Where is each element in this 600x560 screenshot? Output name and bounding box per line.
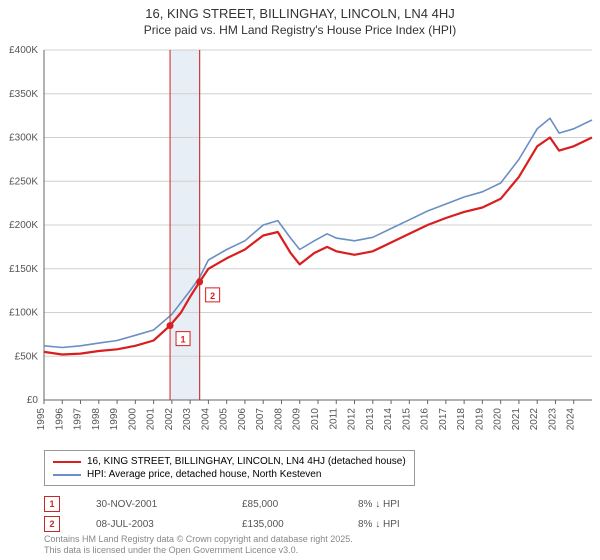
svg-text:2002: 2002 — [164, 408, 175, 431]
svg-text:£0: £0 — [27, 395, 39, 406]
svg-text:2020: 2020 — [493, 408, 504, 431]
svg-text:2007: 2007 — [255, 408, 266, 431]
marker-row-2: 2 08-JUL-2003 £135,000 8% ↓ HPI — [44, 514, 448, 534]
legend-swatch-1 — [53, 461, 81, 463]
svg-text:£50K: £50K — [15, 351, 39, 362]
svg-text:2015: 2015 — [401, 408, 412, 431]
svg-text:1: 1 — [181, 335, 186, 345]
svg-text:£150K: £150K — [9, 264, 38, 275]
svg-text:1997: 1997 — [73, 408, 84, 431]
svg-text:1999: 1999 — [109, 408, 120, 431]
svg-text:2006: 2006 — [237, 408, 248, 431]
svg-text:2016: 2016 — [420, 408, 431, 431]
title-main: 16, KING STREET, BILLINGHAY, LINCOLN, LN… — [0, 6, 600, 21]
chart-svg: £0 £50K £100K £150K £200K £250K £300K £350K £400… — [0, 42, 600, 442]
svg-text:£350K: £350K — [9, 89, 38, 100]
svg-text:2003: 2003 — [182, 408, 193, 431]
svg-text:£100K: £100K — [9, 308, 38, 319]
footnote-line2: This data is licensed under the Open Gov… — [44, 545, 353, 556]
svg-text:2022: 2022 — [529, 408, 540, 431]
svg-text:2008: 2008 — [273, 408, 284, 431]
marker-date-2: 08-JUL-2003 — [96, 519, 206, 530]
legend-swatch-2 — [53, 474, 81, 476]
marker-diff-1: 8% ↓ HPI — [358, 499, 448, 510]
svg-text:2005: 2005 — [219, 408, 230, 431]
chart-container: 16, KING STREET, BILLINGHAY, LINCOLN, LN… — [0, 0, 600, 560]
legend-row-series2: HPI: Average price, detached house, Nort… — [53, 468, 406, 481]
svg-text:2013: 2013 — [365, 408, 376, 431]
marker-date-1: 30-NOV-2001 — [96, 499, 206, 510]
marker-box-2: 2 — [44, 516, 60, 532]
svg-text:£400K: £400K — [9, 45, 38, 56]
svg-text:2000: 2000 — [127, 408, 138, 431]
marker-row-1: 1 30-NOV-2001 £85,000 8% ↓ HPI — [44, 494, 448, 514]
svg-text:£300K: £300K — [9, 133, 38, 144]
svg-text:£250K: £250K — [9, 176, 38, 187]
svg-text:2001: 2001 — [146, 408, 157, 431]
svg-text:2017: 2017 — [438, 408, 449, 431]
svg-text:2021: 2021 — [511, 408, 522, 431]
legend-row-series1: 16, KING STREET, BILLINGHAY, LINCOLN, LN… — [53, 455, 406, 468]
svg-text:2004: 2004 — [200, 408, 211, 431]
svg-text:2009: 2009 — [292, 408, 303, 431]
legend-label-2: HPI: Average price, detached house, Nort… — [87, 469, 321, 480]
svg-text:2019: 2019 — [474, 408, 485, 431]
marker-price-2: £135,000 — [242, 519, 322, 530]
titles: 16, KING STREET, BILLINGHAY, LINCOLN, LN… — [0, 0, 600, 37]
svg-text:2014: 2014 — [383, 408, 394, 431]
chart: £0 £50K £100K £150K £200K £250K £300K £350K £400… — [0, 42, 600, 442]
marker-diff-2: 8% ↓ HPI — [358, 519, 448, 530]
legend: 16, KING STREET, BILLINGHAY, LINCOLN, LN… — [44, 450, 415, 486]
svg-text:1996: 1996 — [54, 408, 65, 431]
title-sub: Price paid vs. HM Land Registry's House … — [0, 23, 600, 37]
svg-text:2: 2 — [210, 291, 215, 301]
legend-label-1: 16, KING STREET, BILLINGHAY, LINCOLN, LN… — [87, 456, 406, 467]
svg-text:1995: 1995 — [36, 408, 47, 431]
footnote: Contains HM Land Registry data © Crown c… — [44, 534, 353, 557]
svg-text:1998: 1998 — [91, 408, 102, 431]
svg-text:£200K: £200K — [9, 220, 38, 231]
marker-price-1: £85,000 — [242, 499, 322, 510]
svg-text:2010: 2010 — [310, 408, 321, 431]
svg-text:2023: 2023 — [547, 408, 558, 431]
marker-box-1: 1 — [44, 496, 60, 512]
markers-table: 1 30-NOV-2001 £85,000 8% ↓ HPI 2 08-JUL-… — [44, 494, 448, 534]
svg-text:2012: 2012 — [347, 408, 358, 431]
svg-text:2011: 2011 — [328, 408, 339, 430]
svg-text:2024: 2024 — [566, 408, 577, 431]
svg-text:2018: 2018 — [456, 408, 467, 431]
footnote-line1: Contains HM Land Registry data © Crown c… — [44, 534, 353, 545]
